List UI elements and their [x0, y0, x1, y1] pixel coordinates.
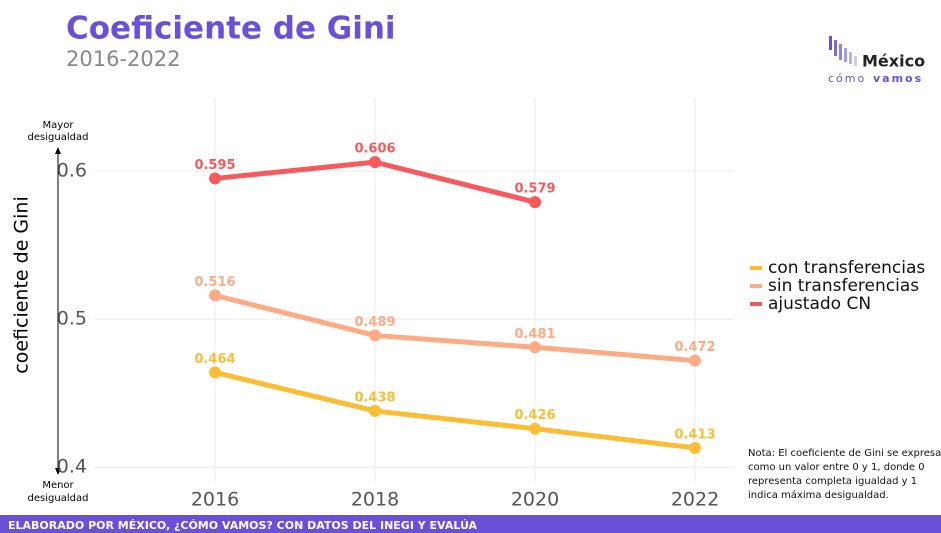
point: [529, 341, 541, 354]
legend-label: con transferencias: [768, 258, 925, 278]
logo-name: México: [862, 52, 925, 71]
y-bottom-note: desigualdad: [28, 493, 89, 504]
y-axis-label: coeficiente de Gini: [11, 196, 33, 373]
data-label: 0.464: [194, 352, 235, 367]
point: [529, 422, 541, 435]
y-tick-label: 0.6: [57, 160, 87, 182]
note: indica máxima desigualdad.: [748, 489, 889, 501]
data-label: 0.606: [354, 142, 395, 157]
x-tick-label: 2020: [511, 489, 559, 511]
point: [689, 354, 701, 367]
note: como un valor entre 0 y 1, donde 0: [748, 462, 925, 473]
note: Nota: El coeficiente de Gini se expresa: [748, 448, 941, 459]
chart-title: Coeficiente de Gini: [66, 11, 396, 47]
data-label: 0.472: [674, 340, 715, 355]
x-tick-label: 2022: [671, 489, 719, 511]
data-label: 0.489: [354, 315, 395, 330]
y-tick-label: 0.4: [57, 456, 87, 478]
x-tick-label: 2018: [351, 489, 399, 511]
legend-label: ajustado CN: [768, 294, 871, 314]
logo: México cómo vamos: [828, 36, 925, 85]
y-bottom-note: Menor: [42, 480, 74, 491]
series-line: [214, 369, 696, 451]
logo-bar: [829, 36, 832, 50]
data-label: 0.516: [194, 275, 235, 290]
point: [369, 404, 381, 417]
x-tick-label: 2016: [191, 489, 239, 511]
legend-label: sin transferencias: [768, 276, 919, 296]
point: [529, 196, 541, 209]
logo-bar: [854, 56, 857, 66]
point: [369, 329, 381, 342]
data-label: 0.579: [514, 182, 555, 197]
plot: [95, 97, 735, 482]
logo-bar: [834, 40, 837, 56]
y-tick-label: 0.5: [57, 308, 87, 330]
point: [209, 289, 221, 302]
data-label: 0.438: [354, 390, 395, 405]
logo-tagline: vamos: [873, 72, 923, 85]
series-line: [214, 292, 696, 364]
y-top-note: Mayor: [43, 120, 75, 131]
logo-bar: [844, 48, 847, 62]
footer: ELABORADO POR MÉXICO, ¿CÓMO VAMOS? CON D…: [8, 519, 478, 532]
point: [209, 172, 221, 185]
chart-subtitle: 2016-2022: [66, 47, 180, 71]
point: [689, 441, 701, 454]
note: representa completa igualdad y 1: [748, 476, 917, 487]
point: [209, 366, 221, 379]
logo-bar: [839, 44, 842, 60]
data-label: 0.413: [674, 427, 715, 442]
footer-bar: [0, 515, 941, 533]
data-label: 0.595: [194, 158, 235, 173]
data-label: 0.481: [514, 327, 555, 342]
data-label: 0.426: [514, 408, 555, 423]
point: [369, 156, 381, 169]
y-top-note: desigualdad: [28, 132, 89, 143]
logo-tagline: cómo: [828, 72, 866, 85]
logo-bar: [849, 52, 852, 64]
